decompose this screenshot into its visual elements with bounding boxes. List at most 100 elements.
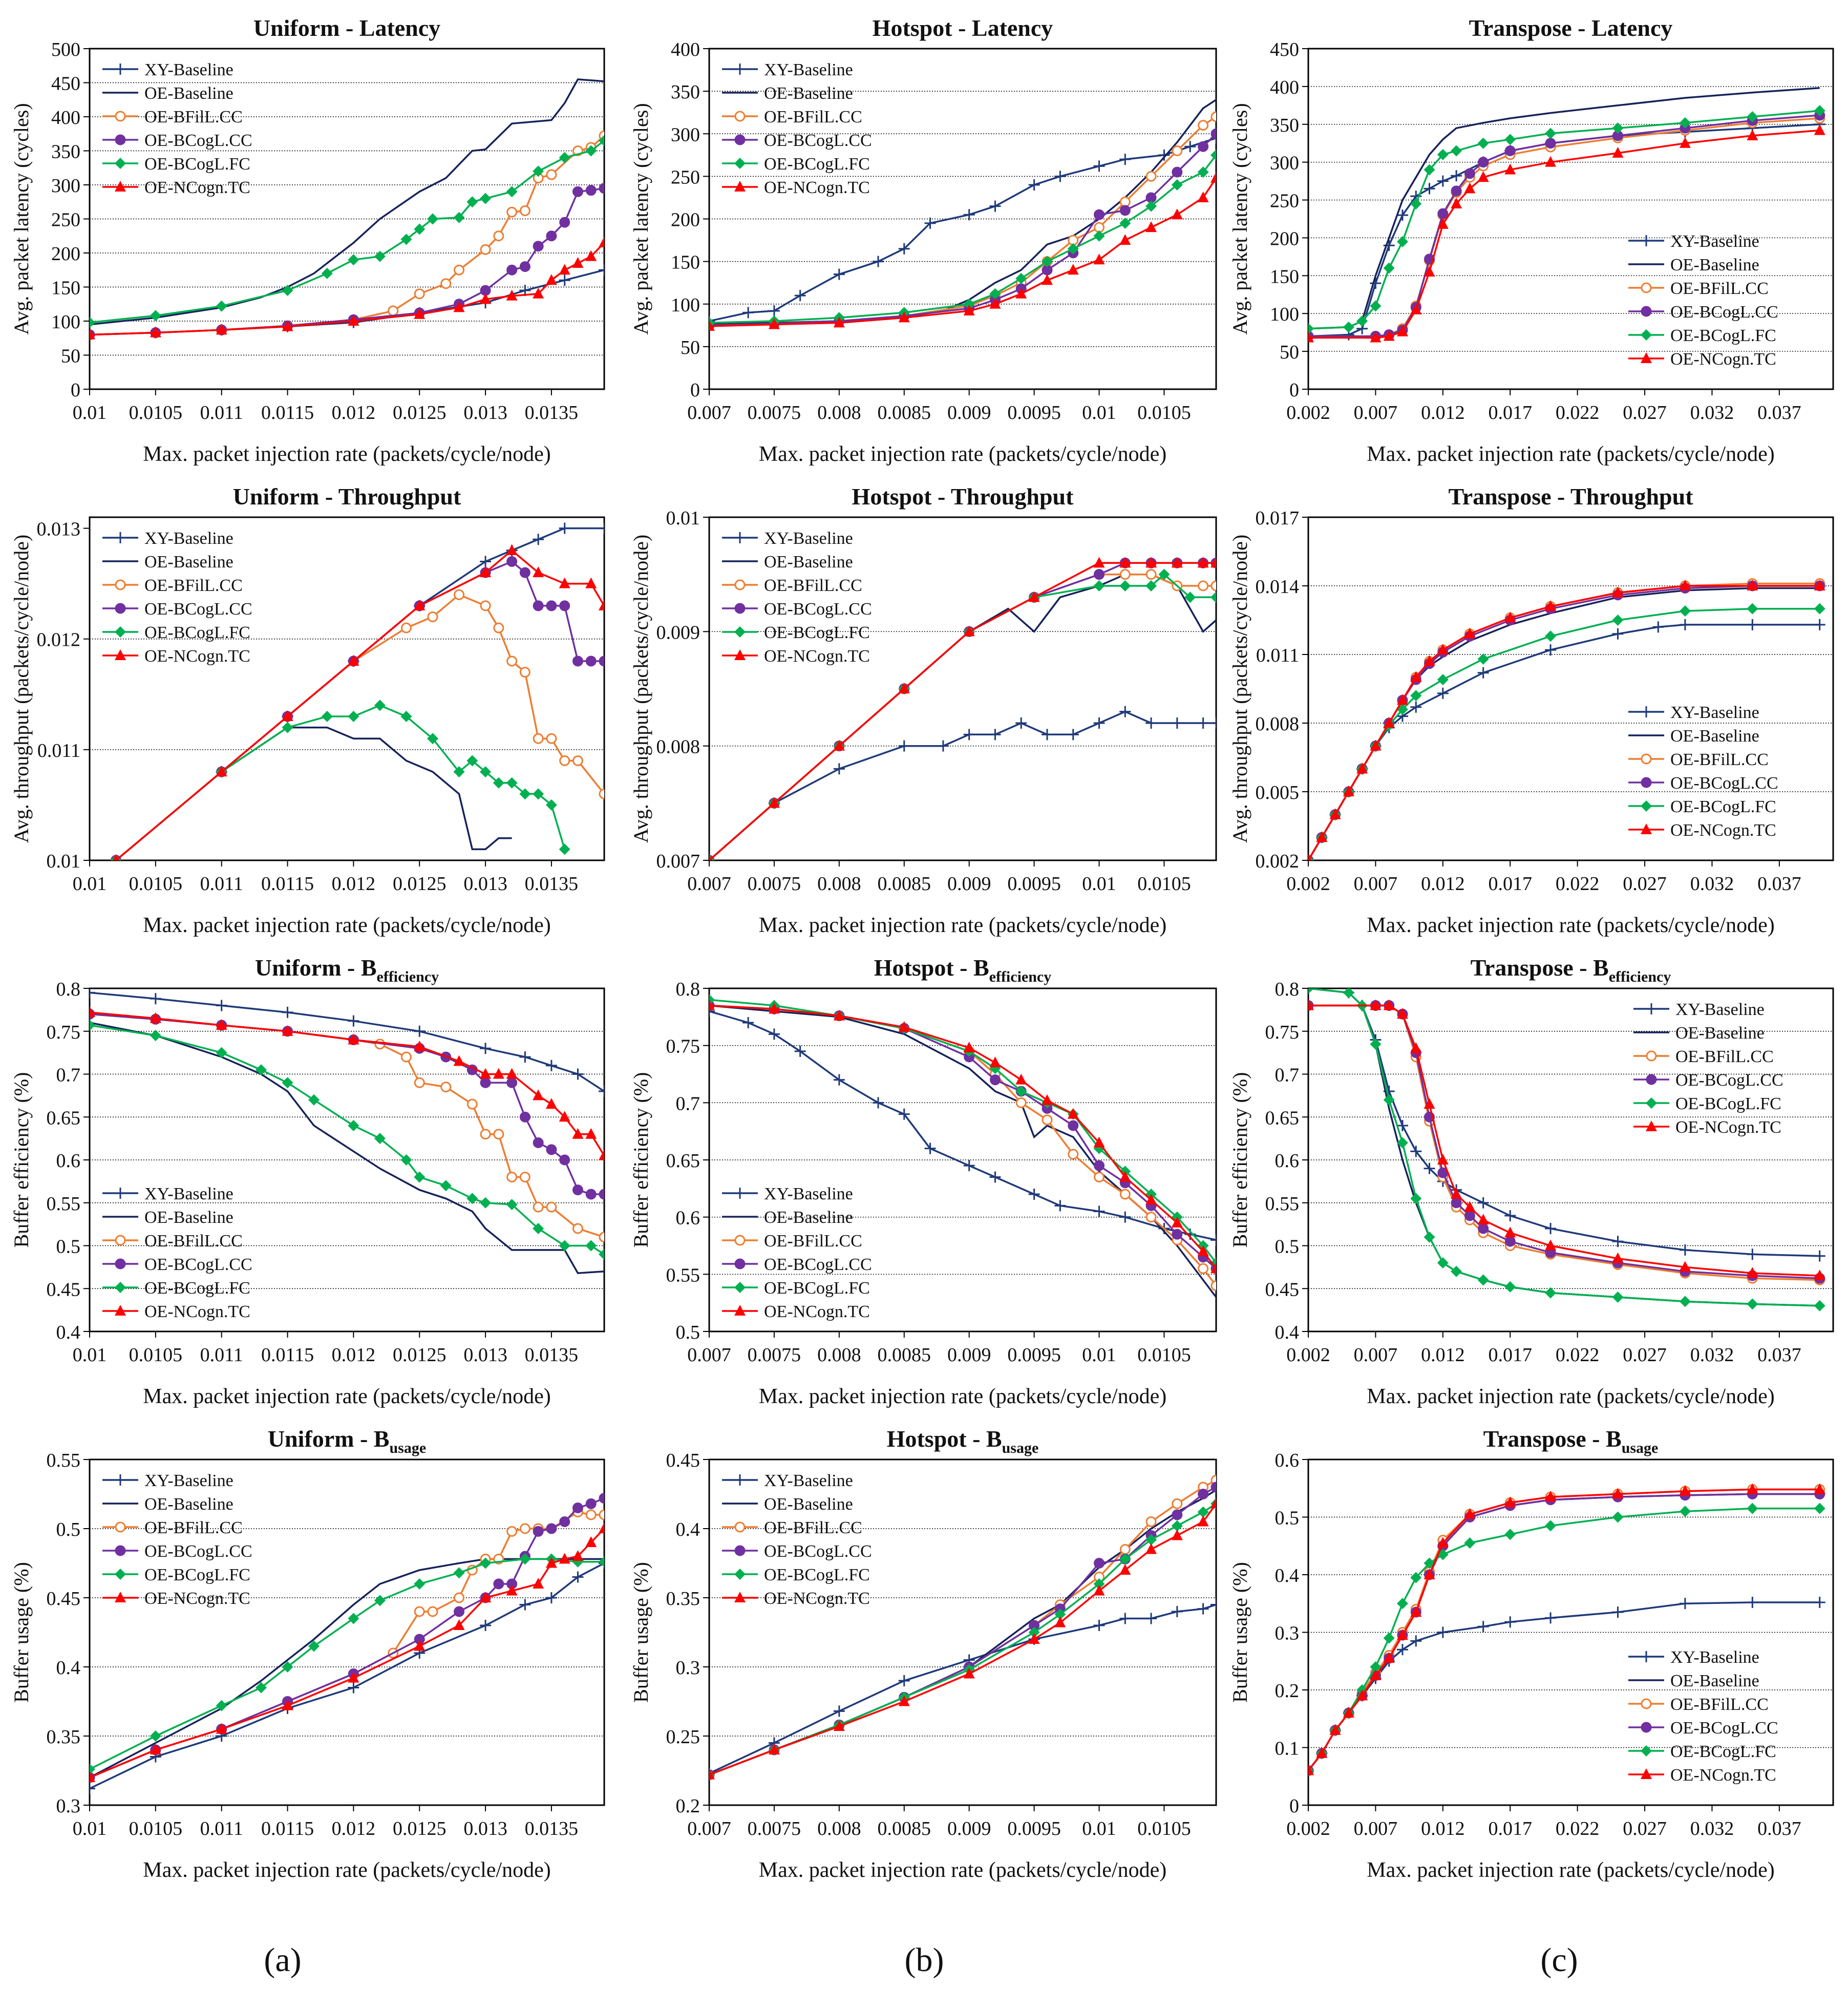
legend-swatch-marker <box>1641 306 1652 317</box>
x-tick-label: 0.0095 <box>1007 1344 1061 1366</box>
data-point-XY-Baseline <box>833 1074 845 1086</box>
data-point-OE-BCogL.FC <box>480 1557 492 1569</box>
data-point-OE-NCogn.TC <box>1464 1508 1476 1519</box>
data-point-XY-Baseline <box>898 1675 910 1686</box>
data-point-OE-NCogn.TC <box>1477 171 1489 182</box>
data-point-OE-NCogn.TC <box>1171 1216 1183 1228</box>
data-point-OE-NCogn.TC <box>1119 557 1131 568</box>
data-point-OE-BCogL.FC <box>1814 1503 1825 1514</box>
data-point-OE-BFilL.CC <box>400 622 412 633</box>
y-tick-label: 0.45 <box>1265 1279 1300 1300</box>
data-point-OE-BFilL.CC <box>454 1592 465 1603</box>
legend-swatch-marker <box>1646 1003 1657 1014</box>
data-point-OE-NCogn.TC <box>1814 1483 1825 1494</box>
x-tick-label: 0.0105 <box>1137 873 1191 895</box>
y-tick-label: 0.55 <box>1265 1193 1300 1215</box>
data-point-XY-Baseline <box>480 556 492 567</box>
data-point-OE-BCogL.FC <box>1424 1231 1435 1243</box>
data-point-OE-BCogL.FC <box>1477 137 1489 149</box>
data-point-XY-Baseline <box>742 307 754 319</box>
legend-swatch-marker <box>734 1592 746 1602</box>
data-point-XY-Baseline <box>898 243 910 255</box>
data-point-XY-Baseline <box>1210 717 1216 729</box>
data-point-OE-NCogn.TC <box>1679 580 1691 590</box>
data-point-OE-NCogn.TC <box>1343 1707 1354 1718</box>
data-point-OE-NCogn.TC <box>480 566 492 578</box>
data-point-OE-NCogn.TC <box>414 308 426 319</box>
data-point-OE-NCogn.TC <box>585 250 597 261</box>
x-tick-label: 0.0115 <box>261 1344 314 1366</box>
data-point-OE-BCogL.CC <box>546 1523 557 1534</box>
chart-title-main: Transpose - Throughput <box>1448 483 1693 510</box>
chart-uni-use: Uniform - Busage 0.3 0.35 0.4 0.45 0.5 0.55 0.0… <box>10 1426 605 1882</box>
legend-label: XY-Baseline <box>764 60 853 79</box>
data-point-OE-BFilL.CC <box>1210 111 1216 122</box>
x-tick-label: 0.002 <box>1286 1818 1330 1839</box>
series-group <box>709 1475 1216 1781</box>
y-tick-label: 0.017 <box>1256 507 1300 529</box>
data-point-OE-BCogL.FC <box>1747 111 1758 122</box>
y-tick-label: 0.005 <box>1256 782 1300 803</box>
y-tick-label: 0 <box>1289 379 1299 401</box>
data-point-OE-NCogn.TC <box>989 1056 1001 1068</box>
data-point-XY-Baseline <box>1410 1635 1422 1647</box>
legend-label: OE-BCogL.CC <box>144 131 252 150</box>
data-point-OE-BCogL.CC <box>599 1189 604 1200</box>
data-point-OE-BFilL.CC <box>1210 1280 1216 1292</box>
data-point-OE-BFilL.CC <box>427 1606 438 1617</box>
chart-title-main: Transpose - Latency <box>1469 15 1673 41</box>
data-point-OE-BCogL.FC <box>427 733 438 745</box>
chart-tr-eff: Transpose - Befficiency 0.4 0.45 0.5 0.55 0.6… <box>1228 955 1834 1408</box>
data-point-OE-BFilL.CC <box>414 288 425 300</box>
data-point-XY-Baseline <box>1747 1249 1758 1260</box>
data-point-OE-NCogn.TC <box>1814 124 1825 135</box>
data-point-OE-NCogn.TC <box>1464 182 1476 194</box>
data-point-XY-Baseline <box>1093 160 1105 172</box>
data-point-OE-NCogn.TC <box>1612 1488 1624 1499</box>
data-point-OE-BCogL.FC <box>1145 200 1157 212</box>
series-group <box>110 522 604 860</box>
data-point-OE-NCogn.TC <box>1171 557 1183 568</box>
data-point-OE-NCogn.TC <box>414 1640 426 1651</box>
data-point-OE-BCogL.FC <box>1612 1292 1624 1303</box>
data-point-OE-NCogn.TC <box>1396 325 1408 336</box>
x-tick-label: 0.01 <box>1082 1344 1116 1366</box>
plot-area-frame <box>1307 516 1834 861</box>
legend-swatch-marker <box>1641 753 1652 765</box>
data-point-OE-BFilL.CC <box>506 1526 518 1537</box>
data-point-OE-BCogL.FC <box>1545 630 1557 642</box>
data-point-OE-NCogn.TC <box>113 854 119 860</box>
series-group <box>90 988 604 1274</box>
x-axis-label: Max. packet injection rate (packets/cycl… <box>759 442 1166 466</box>
data-point-OE-NCogn.TC <box>282 320 293 331</box>
x-axis-label: Max. packet injection rate (packets/cycl… <box>143 1858 550 1882</box>
chart-title-subscript: usage <box>1622 1440 1659 1456</box>
y-tick-label: 150 <box>1270 266 1299 287</box>
data-point-OE-NCogn.TC <box>599 599 604 610</box>
data-point-OE-NCogn.TC <box>282 710 293 722</box>
data-point-OE-NCogn.TC <box>348 315 359 326</box>
data-point-OE-NCogn.TC <box>1171 208 1183 220</box>
legend-swatch-marker <box>734 1569 746 1580</box>
data-point-OE-BFilL.CC <box>519 1523 530 1534</box>
chart-title-main: Hotspot - Throughput <box>852 483 1074 510</box>
x-tick-label: 0.013 <box>463 873 507 895</box>
x-tick-label: 0.012 <box>332 1818 376 1839</box>
data-point-OE-NCogn.TC <box>1210 1497 1216 1509</box>
y-axis-label: Avg. packet latency (cycles) <box>629 103 652 334</box>
data-point-OE-NCogn.TC <box>599 1522 604 1533</box>
data-point-XY-Baseline <box>1477 1621 1489 1633</box>
data-point-OE-BCogL.CC <box>1478 157 1489 168</box>
data-point-OE-BCogL.FC <box>374 1133 386 1145</box>
data-point-OE-BCogL.CC <box>585 655 597 667</box>
data-point-OE-BFilL.CC <box>1198 1263 1209 1274</box>
y-tick-label: 250 <box>51 209 80 231</box>
data-point-OE-BFilL.CC <box>493 622 504 633</box>
data-point-OE-NCogn.TC <box>1093 557 1105 568</box>
x-axis-label: Max. packet injection rate (packets/cycl… <box>759 1858 1166 1882</box>
y-tick-label: 400 <box>1270 77 1299 98</box>
legend-swatch-marker <box>115 1235 126 1246</box>
x-tick-label: 0.008 <box>817 873 861 895</box>
x-axis-label: Max. packet injection rate (packets/cycl… <box>1367 1858 1774 1882</box>
data-point-OE-NCogn.TC <box>898 1021 910 1032</box>
